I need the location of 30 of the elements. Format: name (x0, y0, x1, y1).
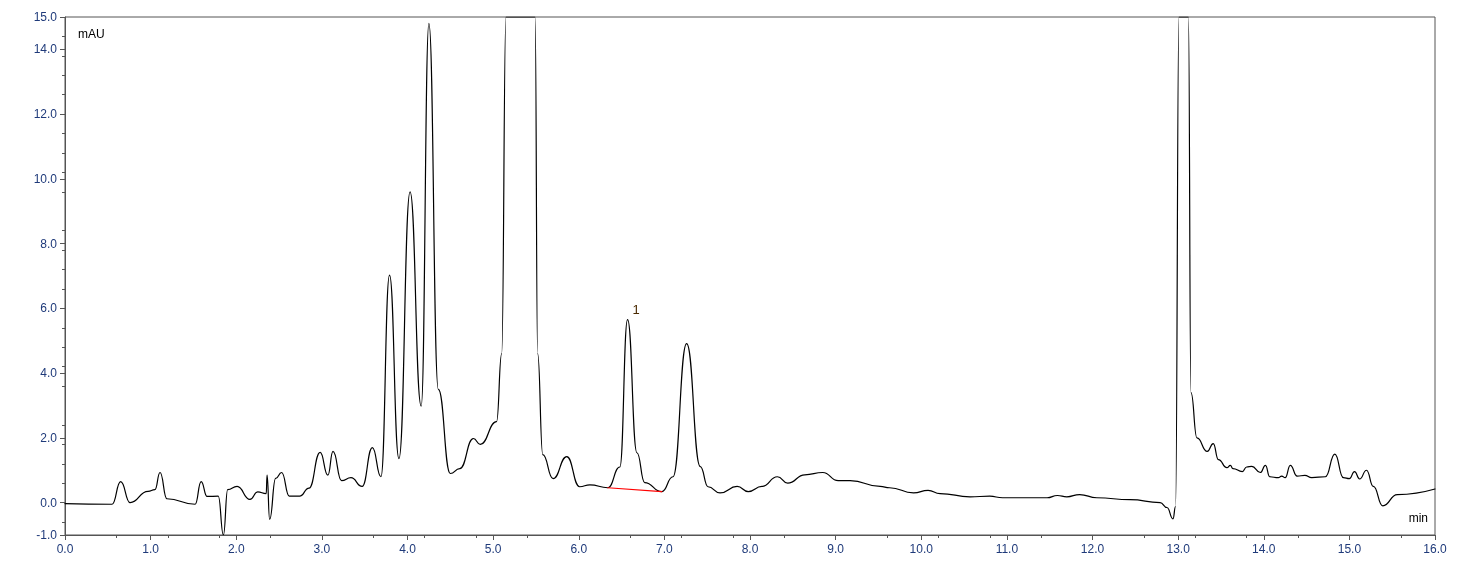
x-tick-label: 3.0 (313, 542, 331, 556)
y-tick-label: 6.0 (40, 301, 58, 316)
x-axis-title: min (1408, 511, 1429, 525)
x-tick-label: 4.0 (399, 542, 417, 556)
y-tick-label: 14.0 (33, 42, 58, 57)
y-tick-label: -1.0 (36, 528, 58, 542)
annotation: 1 (632, 302, 640, 318)
y-tick-label: 8.0 (40, 236, 58, 251)
x-tick-label: 9.0 (827, 542, 845, 556)
x-tick-label: 11.0 (995, 542, 1019, 556)
y-axis-title: mAU (78, 27, 105, 41)
x-tick-label: 10.0 (909, 542, 934, 556)
y-tick-label: 15.0 (33, 10, 58, 24)
x-tick-label: 15.0 (1337, 542, 1362, 556)
y-tick-label: 10.0 (33, 171, 58, 186)
y-tick-label: 2.0 (40, 430, 58, 445)
x-tick-label: 8.0 (741, 542, 759, 556)
x-tick-label: 13.0 (1166, 542, 1191, 556)
y-tick-label: 4.0 (40, 366, 58, 381)
x-tick-label: 0.0 (56, 542, 74, 556)
x-tick-label: 7.0 (656, 542, 674, 556)
x-tick-label: 2.0 (227, 542, 245, 556)
y-tick-label: 0.0 (40, 495, 58, 510)
x-tick-label: 5.0 (484, 542, 502, 556)
x-tick-label: 1.0 (142, 542, 160, 556)
y-tick-label: 12.0 (33, 107, 58, 122)
x-tick-label: 16.0 (1423, 542, 1447, 556)
x-tick-label: 12.0 (1080, 542, 1105, 556)
x-tick-label: 6.0 (570, 542, 588, 556)
x-tick-label: 14.0 (1252, 542, 1276, 556)
